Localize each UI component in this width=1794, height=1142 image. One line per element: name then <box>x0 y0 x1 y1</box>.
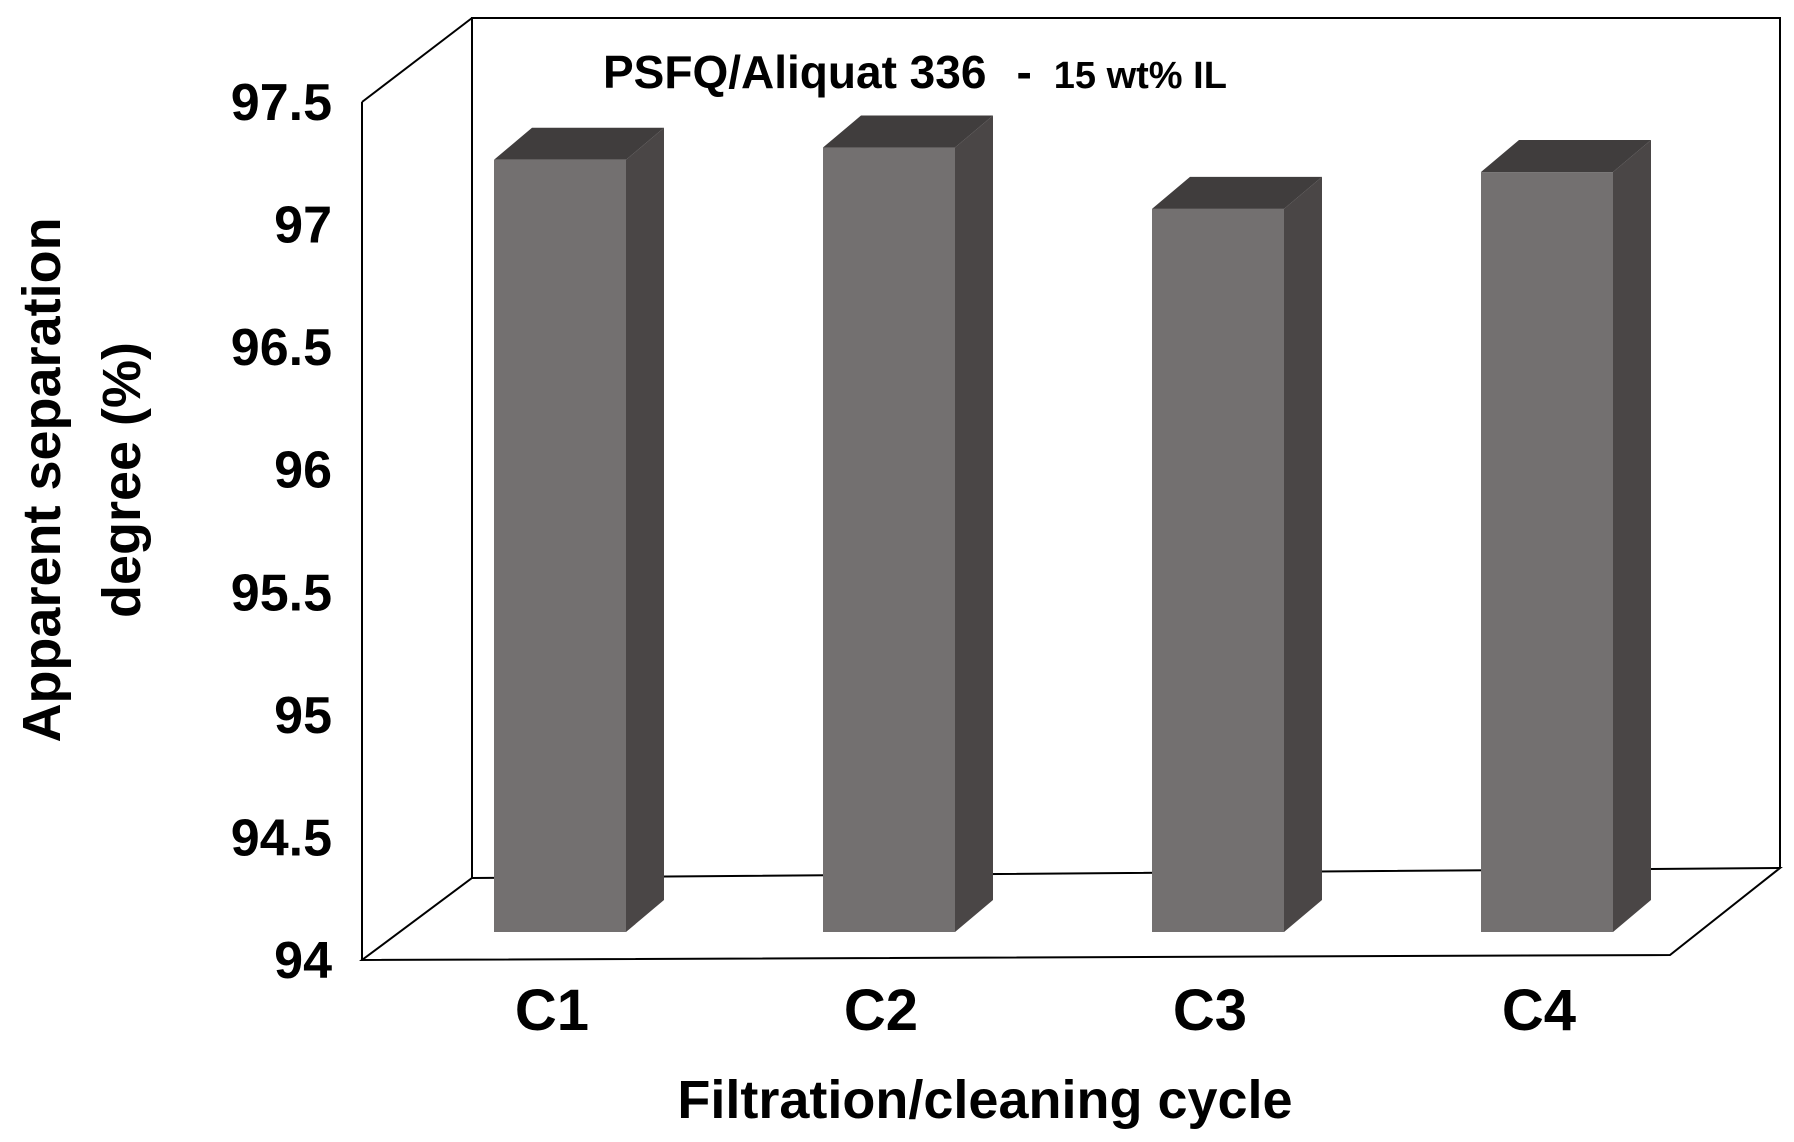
bar-top <box>494 127 664 160</box>
y-tick-labels: 94 94.5 95 95.5 96 96.5 97 97.5 <box>231 74 332 990</box>
bar-C2 <box>823 115 993 933</box>
bar-C1 <box>494 127 664 933</box>
bar-side <box>955 115 993 933</box>
chart-frame <box>358 17 1783 962</box>
left-depth-top <box>361 17 473 103</box>
y-tick-label: 94 <box>274 932 332 990</box>
bars <box>494 115 1651 933</box>
annotation-separator: - <box>1016 46 1031 98</box>
bar-front <box>1152 208 1284 933</box>
y-axis-title: Apparent separation degree (%) <box>12 217 152 742</box>
bar-C4 <box>1481 140 1651 933</box>
y-tick-label: 95.5 <box>231 564 332 622</box>
bar-front <box>494 159 626 933</box>
y-tick-label: 96 <box>274 442 332 500</box>
x-category-label: C1 <box>515 978 589 1043</box>
annotation-main: PSFQ/Aliquat 336 <box>603 46 986 98</box>
y-axis-title-line2: degree (%) <box>92 342 152 618</box>
bar-top <box>1152 176 1322 209</box>
bar-top <box>823 115 993 148</box>
bar-top <box>1481 140 1651 173</box>
y-tick-label: 96.5 <box>231 319 332 377</box>
x-category-label: C4 <box>1502 978 1576 1043</box>
x-category-label: C2 <box>844 978 918 1043</box>
bar-C3 <box>1152 176 1322 933</box>
bar-front <box>1481 172 1613 933</box>
bar-side <box>1284 176 1322 933</box>
bar-side <box>1613 140 1651 933</box>
x-axis-title: Filtration/cleaning cycle <box>677 1070 1292 1130</box>
annotation-sub: 15 wt% IL <box>1054 55 1227 97</box>
back-wall <box>471 17 1781 878</box>
y-tick-label: 95 <box>274 687 332 745</box>
x-category-labels: C1 C2 C3 C4 <box>515 978 1576 1043</box>
x-category-label: C3 <box>1173 978 1247 1043</box>
bar-side <box>626 127 664 933</box>
bar-front <box>823 147 955 933</box>
floor <box>358 866 1783 962</box>
y-tick-label: 97 <box>274 197 332 255</box>
annotation: PSFQ/Aliquat 336 - 15 wt% IL <box>603 46 1227 98</box>
y-tick-label: 97.5 <box>231 74 332 132</box>
y-axis-title-line1: Apparent separation <box>12 217 72 742</box>
y-tick-label: 94.5 <box>231 809 332 867</box>
